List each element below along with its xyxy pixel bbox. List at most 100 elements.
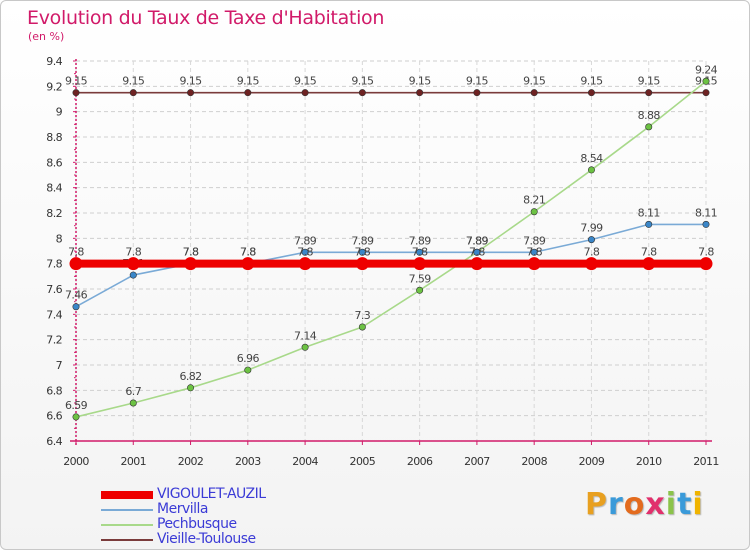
data-label-mervilla: 7.89 bbox=[294, 234, 317, 247]
data-point-vieille-toulouse bbox=[645, 89, 653, 97]
y-tick-label: 7.4 bbox=[46, 308, 62, 321]
proxiti-logo: Proxiti bbox=[585, 487, 704, 522]
data-label-mervilla: 7.89 bbox=[409, 234, 432, 247]
data-point-vigoulet-auzil bbox=[584, 257, 598, 271]
data-point-pechbusque bbox=[702, 77, 710, 85]
logo-letter: t bbox=[677, 487, 693, 522]
data-label-pechbusque: 7.14 bbox=[294, 329, 317, 342]
y-tick-label: 8.4 bbox=[46, 182, 62, 195]
y-tick-label: 7.8 bbox=[46, 258, 62, 271]
data-label-pechbusque: 8.21 bbox=[523, 194, 545, 207]
data-point-vieille-toulouse bbox=[702, 89, 710, 97]
data-point-pechbusque bbox=[301, 343, 309, 351]
data-point-pechbusque bbox=[645, 123, 653, 131]
data-point-vigoulet-auzil bbox=[184, 257, 198, 271]
y-tick-label: 7.2 bbox=[46, 334, 62, 347]
data-point-vigoulet-auzil bbox=[355, 257, 369, 271]
logo-letter: x bbox=[645, 487, 666, 522]
legend-item-vieille-toulouse: Vieille-Toulouse bbox=[101, 531, 401, 547]
y-tick-label: 6.6 bbox=[46, 410, 62, 423]
data-label-mervilla: 8.11 bbox=[695, 206, 717, 219]
data-point-mervilla bbox=[587, 236, 595, 244]
x-tick-label: 2001 bbox=[120, 455, 146, 468]
x-tick-label: 2000 bbox=[63, 455, 89, 468]
data-point-vigoulet-auzil bbox=[126, 257, 140, 271]
y-tick-label: 7.6 bbox=[46, 283, 62, 296]
data-point-vieille-toulouse bbox=[187, 89, 195, 97]
y-tick-label: 9.4 bbox=[46, 55, 62, 68]
data-point-pechbusque bbox=[72, 413, 80, 421]
x-tick-label: 2002 bbox=[178, 455, 204, 468]
data-label-vieille-toulouse: 9.15 bbox=[351, 75, 374, 88]
legend-label-vigoulet-auzil: VIGOULET-AUZIL bbox=[157, 486, 266, 502]
chart-unit-label: (en %) bbox=[28, 30, 65, 43]
data-point-vigoulet-auzil bbox=[642, 257, 656, 271]
y-tick-label: 9 bbox=[56, 106, 63, 119]
data-point-vieille-toulouse bbox=[301, 89, 309, 97]
data-label-vieille-toulouse: 9.15 bbox=[237, 75, 260, 88]
data-label-vieille-toulouse: 9.15 bbox=[580, 75, 603, 88]
data-label-vigoulet-auzil: 7.8 bbox=[526, 246, 542, 259]
data-label-pechbusque: 8.54 bbox=[580, 152, 603, 165]
data-point-mervilla bbox=[416, 248, 424, 256]
data-label-pechbusque: 6.96 bbox=[237, 352, 260, 365]
data-point-pechbusque bbox=[587, 166, 595, 174]
data-label-vigoulet-auzil: 7.8 bbox=[68, 246, 84, 259]
legend-item-pechbusque: Pechbusque bbox=[101, 516, 401, 532]
data-point-vigoulet-auzil bbox=[527, 257, 541, 271]
data-label-vieille-toulouse: 9.15 bbox=[466, 75, 489, 88]
y-tick-label: 7 bbox=[56, 359, 63, 372]
y-tick-label: 9.2 bbox=[46, 80, 62, 93]
x-tick-label: 2010 bbox=[636, 455, 662, 468]
data-label-vigoulet-auzil: 7.8 bbox=[698, 246, 714, 259]
y-tick-label: 8.2 bbox=[46, 207, 62, 220]
data-point-mervilla bbox=[72, 303, 80, 311]
legend-label-vieille-toulouse: Vieille-Toulouse bbox=[157, 531, 256, 547]
data-point-vieille-toulouse bbox=[416, 89, 424, 97]
logo-letter: i bbox=[665, 487, 678, 522]
y-tick-label: 8 bbox=[56, 232, 63, 245]
data-label-vigoulet-auzil: 7.8 bbox=[641, 246, 657, 259]
data-point-mervilla bbox=[129, 271, 137, 279]
y-tick-label: 6.8 bbox=[46, 384, 62, 397]
data-label-vigoulet-auzil: 7.8 bbox=[183, 246, 199, 259]
legend-item-mervilla: Mervilla bbox=[101, 501, 401, 517]
logo-letter: i bbox=[692, 487, 704, 522]
data-label-pechbusque: 7.89 bbox=[466, 234, 489, 247]
data-label-vigoulet-auzil: 7.8 bbox=[125, 246, 141, 259]
data-label-pechbusque: 6.59 bbox=[65, 399, 88, 412]
data-point-vieille-toulouse bbox=[530, 89, 538, 97]
data-label-pechbusque: 7.59 bbox=[409, 272, 432, 285]
data-label-mervilla: 7.89 bbox=[351, 234, 374, 247]
x-tick-label: 2008 bbox=[521, 455, 547, 468]
data-label-vieille-toulouse: 9.15 bbox=[638, 75, 661, 88]
data-point-mervilla bbox=[301, 248, 309, 256]
data-point-vigoulet-auzil bbox=[470, 257, 484, 271]
legend-swatch-mervilla bbox=[101, 509, 153, 511]
series-line-pechbusque bbox=[75, 80, 707, 418]
data-label-vieille-toulouse: 9.15 bbox=[523, 75, 546, 88]
data-point-vieille-toulouse bbox=[473, 89, 481, 97]
data-label-mervilla: 7.8 bbox=[240, 246, 256, 259]
data-label-mervilla: 8.11 bbox=[638, 206, 660, 219]
data-point-vieille-toulouse bbox=[129, 89, 137, 97]
data-label-mervilla: 7.8 bbox=[183, 246, 199, 259]
data-label-pechbusque: 6.82 bbox=[179, 370, 201, 383]
x-tick-label: 2005 bbox=[350, 455, 376, 468]
data-label-vigoulet-auzil: 7.8 bbox=[469, 246, 485, 259]
data-point-vieille-toulouse bbox=[244, 89, 252, 97]
data-point-mervilla bbox=[530, 248, 538, 256]
chart-title: Evolution du Taux de Taxe d'Habitation bbox=[27, 7, 385, 29]
data-label-pechbusque: 9.24 bbox=[695, 63, 718, 76]
data-point-pechbusque bbox=[358, 323, 366, 331]
data-label-mervilla: 7.89 bbox=[466, 234, 489, 247]
data-point-pechbusque bbox=[416, 286, 424, 294]
data-label-mervilla: 7.46 bbox=[65, 289, 88, 302]
data-point-vigoulet-auzil bbox=[699, 257, 713, 271]
data-point-vieille-toulouse bbox=[587, 89, 595, 97]
logo-letter: P bbox=[585, 487, 608, 522]
data-label-vieille-toulouse: 9.15 bbox=[65, 75, 88, 88]
legend-label-pechbusque: Pechbusque bbox=[157, 516, 237, 532]
